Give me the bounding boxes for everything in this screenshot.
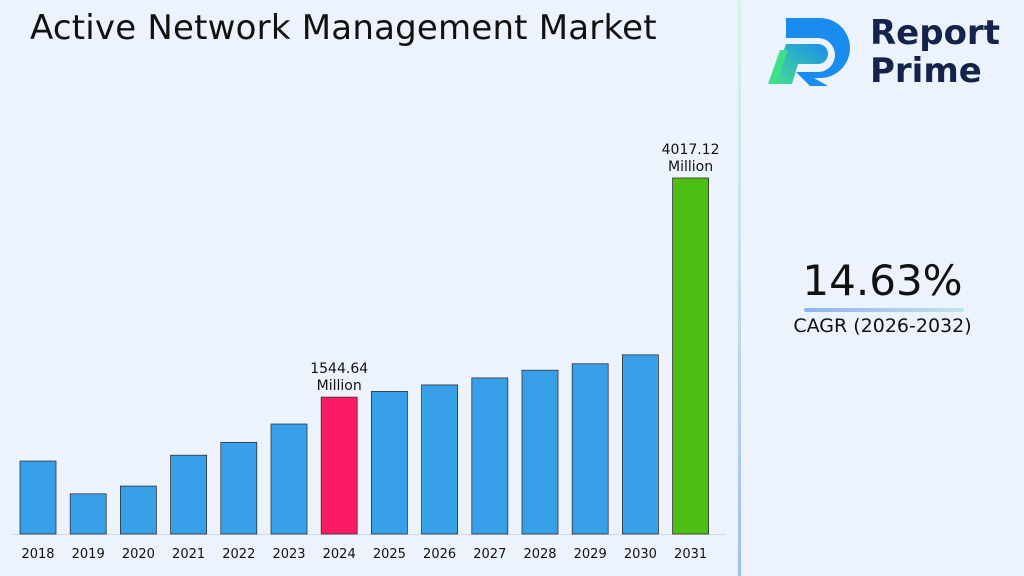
cagr-label: CAGR (2026-2032) <box>793 315 972 337</box>
data-label-unit: Million <box>317 378 362 394</box>
logo-text: Report Prime <box>870 14 1000 90</box>
chart-title: Active Network Management Market <box>30 8 657 48</box>
x-tick-label: 2018 <box>21 547 54 562</box>
bar-2018 <box>19 460 57 535</box>
x-tick-label: 2022 <box>222 547 255 562</box>
bar-2027 <box>471 377 509 535</box>
x-tick-label: 2028 <box>523 547 556 562</box>
x-tick-label: 2024 <box>323 547 356 562</box>
bar-2021 <box>170 454 208 535</box>
x-tick-label: 2027 <box>473 547 506 562</box>
bar-2028 <box>521 369 559 535</box>
panel-divider <box>738 0 741 576</box>
data-label-value: 4017.12 <box>662 142 720 158</box>
x-tick-label: 2030 <box>624 547 657 562</box>
bar-2019 <box>69 493 107 535</box>
data-label-value: 1544.64 <box>310 361 368 377</box>
data-label-unit: Million <box>668 159 713 175</box>
cagr-value: 14.63% <box>802 256 963 305</box>
x-tick-label: 2031 <box>674 547 707 562</box>
logo-word-prime: Prime <box>870 51 982 91</box>
x-tick-label: 2020 <box>122 547 155 562</box>
bar-2030 <box>622 354 659 535</box>
logo-mark-icon <box>768 18 850 86</box>
bar-2020 <box>120 485 157 535</box>
x-tick-label: 2025 <box>373 547 406 562</box>
bar-chart: 2018 2019 2020 2021 2022 2023 2024 2025 2026 2027… <box>12 142 726 562</box>
bar-2022 <box>220 441 258 535</box>
bar-2023 <box>270 423 308 535</box>
bar-2031 <box>672 177 709 535</box>
report-prime-logo: Report Prime <box>766 14 1006 94</box>
bar-2026 <box>421 384 459 535</box>
bar-2024 <box>320 396 358 535</box>
bar-2029 <box>571 363 609 535</box>
x-tick-label: 2019 <box>72 547 105 562</box>
x-tick-label: 2021 <box>172 547 205 562</box>
cagr-underline <box>804 308 964 312</box>
x-tick-label: 2023 <box>272 547 305 562</box>
x-tick-label: 2029 <box>574 547 607 562</box>
logo-word-report: Report <box>870 13 1000 53</box>
x-tick-label: 2026 <box>423 547 456 562</box>
bar-2025 <box>370 391 408 535</box>
